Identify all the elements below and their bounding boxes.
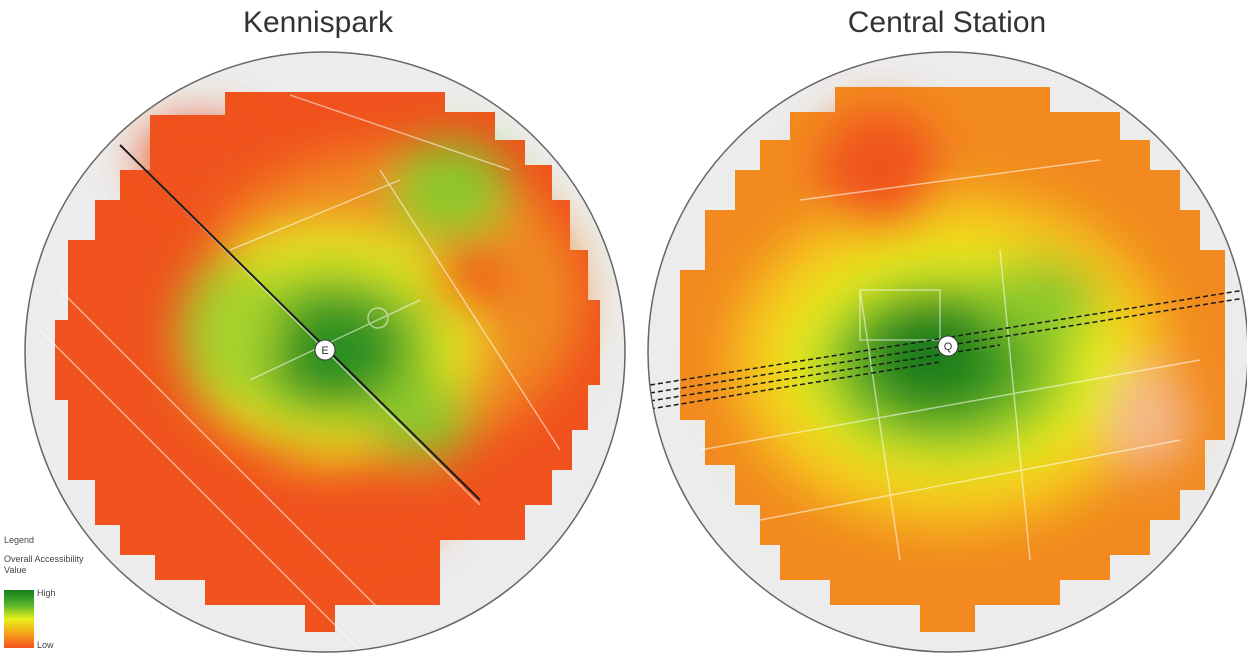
- map-central-station: [648, 52, 1247, 652]
- map-title-kennispark: Kennispark: [242, 6, 394, 39]
- legend-high-label: High: [37, 588, 56, 598]
- legend-low-label: Low: [37, 640, 54, 650]
- legend: Legend Overall Accessibility Value: [4, 535, 84, 576]
- legend-field-value: Value: [4, 565, 27, 575]
- station-marker-kennispark: [314, 339, 336, 361]
- station-marker-central-label: Q: [944, 341, 953, 353]
- legend-color-ramp: [4, 590, 34, 648]
- legend-heading: Legend: [4, 535, 35, 545]
- legend-field: Overall Accessibility: [4, 554, 84, 564]
- station-marker-central: [937, 335, 959, 357]
- station-marker-kennispark-label: E: [321, 345, 328, 357]
- map-title-central-station: Central Station: [847, 6, 1047, 39]
- map-kennispark: [25, 52, 625, 652]
